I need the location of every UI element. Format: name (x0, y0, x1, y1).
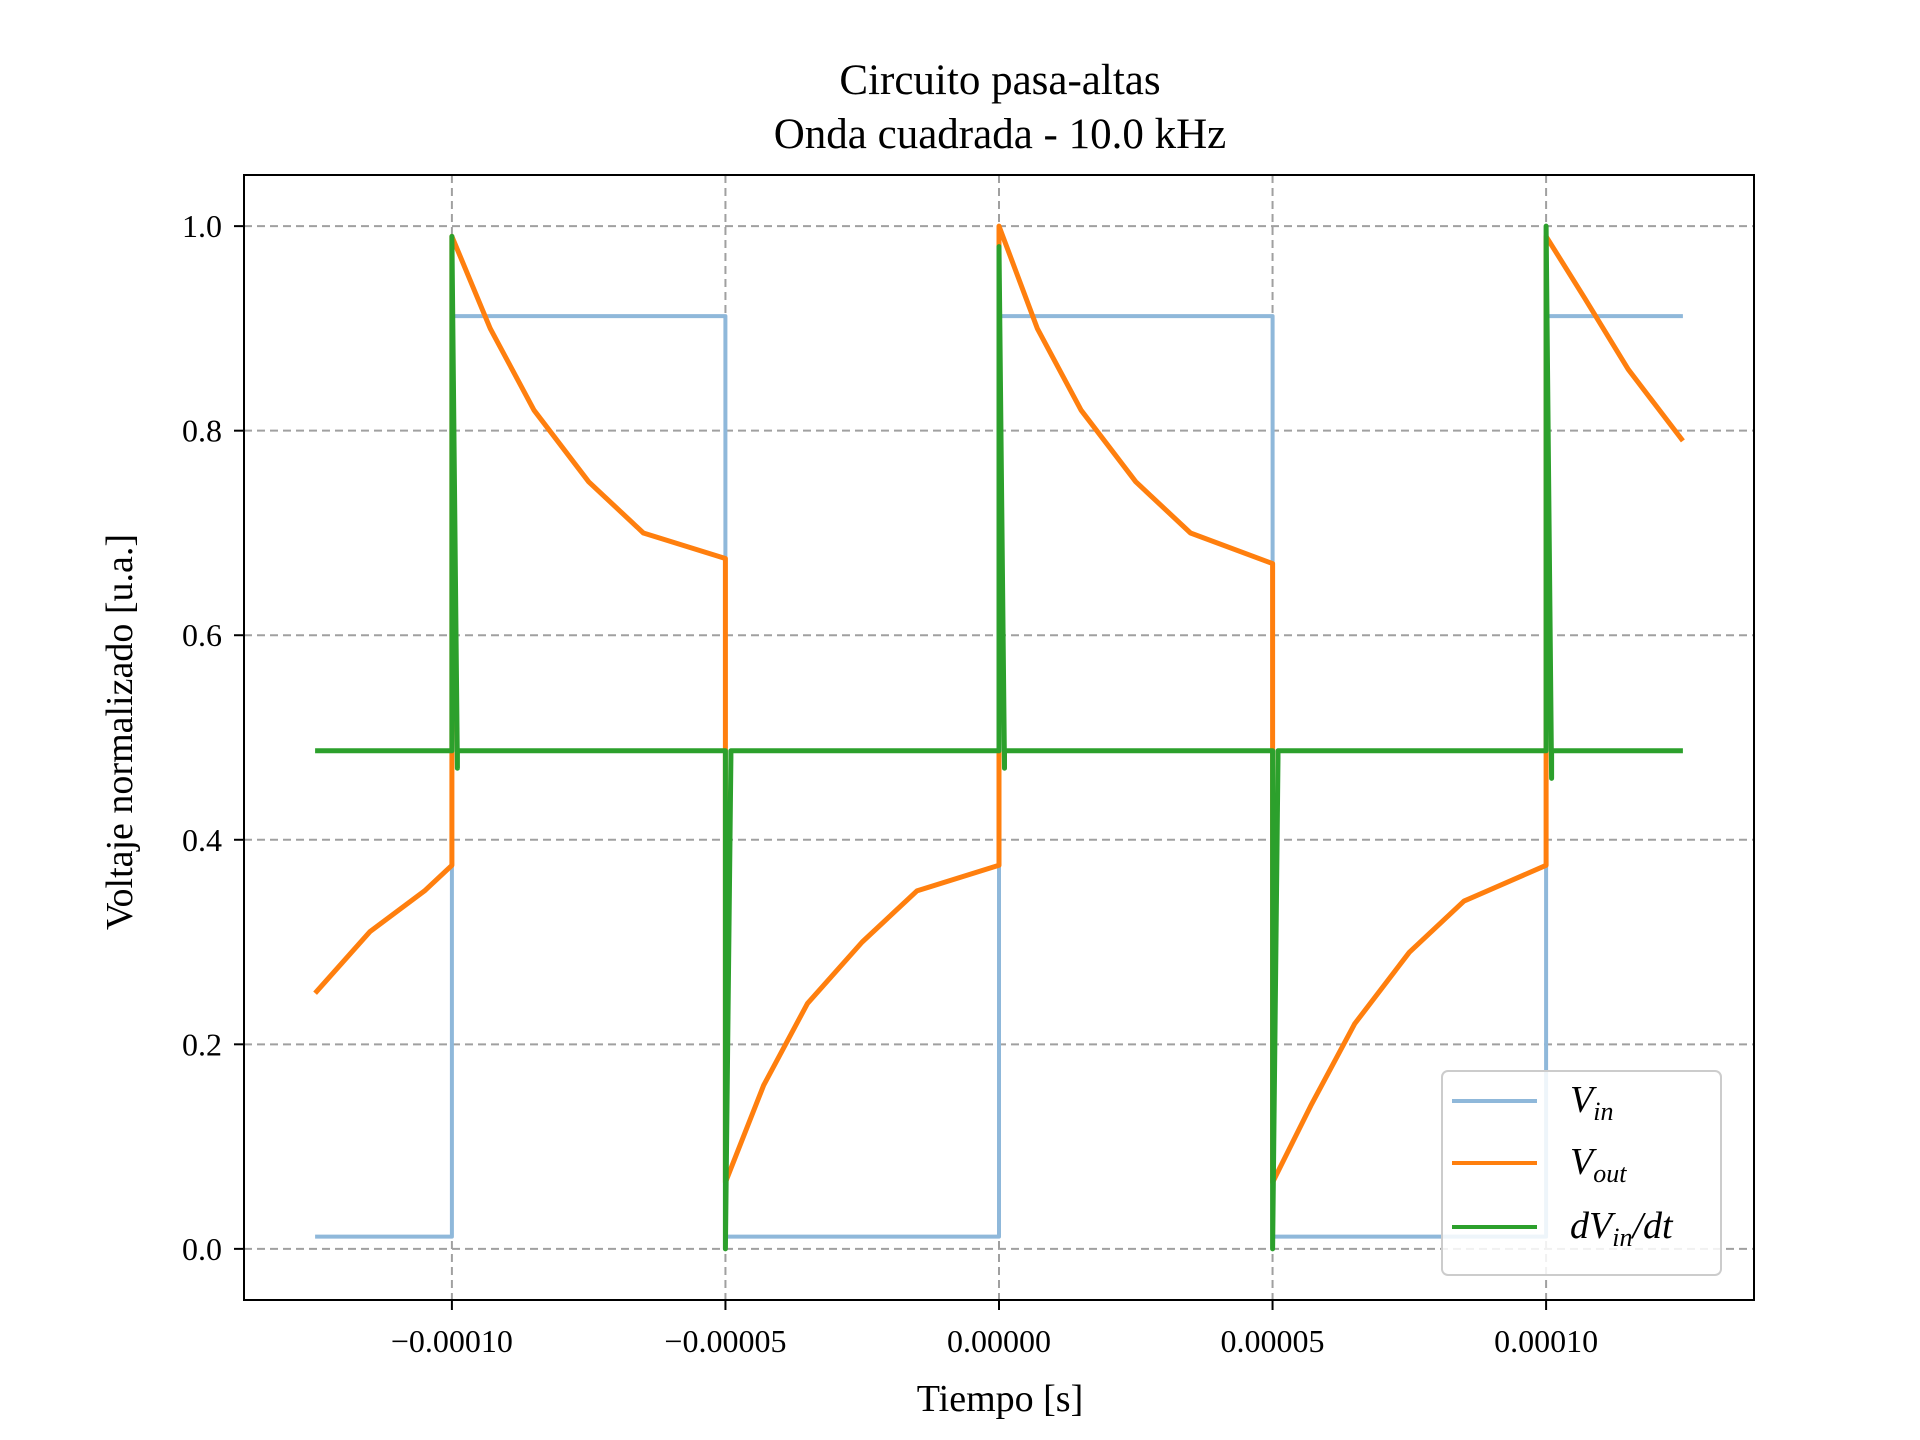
x-tick-label: 0.00010 (1494, 1323, 1598, 1359)
legend-label-vout: Vout (1570, 1141, 1627, 1188)
x-tick-label: 0.00000 (947, 1323, 1051, 1359)
y-tick-label: 0.4 (182, 822, 222, 858)
legend-main-vout: V (1570, 1141, 1597, 1183)
x-tick-label: 0.00005 (1221, 1323, 1325, 1359)
y-axis-label: Voltaje normalizado [u.a.] (99, 534, 141, 930)
legend: Vin Vout dVin/dt (1441, 1070, 1722, 1276)
legend-sub-vin: in (1593, 1097, 1613, 1126)
y-tick-label: 0.8 (182, 413, 222, 449)
legend-label-vin: Vin (1570, 1079, 1613, 1126)
legend-main-dvin: dV (1570, 1205, 1616, 1247)
legend-box (1441, 1070, 1722, 1276)
x-axis-label: Tiempo [s] (917, 1378, 1083, 1420)
chart-title-line-2: Onda cuadrada - 10.0 kHz (774, 111, 1227, 158)
ticks: −0.00010 −0.00005 0.00000 0.00005 0.00010 0.0… (182, 208, 1598, 1359)
y-tick-label: 1.0 (182, 208, 222, 244)
series-line-dvin-dt (315, 223, 1683, 1252)
legend-tail-dvin: /dt (1630, 1205, 1674, 1247)
y-tick-label: 0.6 (182, 617, 222, 653)
legend-sub-vout: out (1593, 1159, 1627, 1188)
x-tick-label: −0.00005 (664, 1323, 786, 1359)
y-tick-label: 0.0 (182, 1231, 222, 1267)
legend-label-dvin: dVin/dt (1570, 1205, 1674, 1252)
y-tick-label: 0.2 (182, 1026, 222, 1062)
x-tick-label: −0.00010 (391, 1323, 513, 1359)
legend-main-vin: V (1570, 1079, 1597, 1121)
chart-title-line-1: Circuito pasa-altas (839, 57, 1160, 104)
legend-sub-dvin: in (1612, 1223, 1632, 1252)
